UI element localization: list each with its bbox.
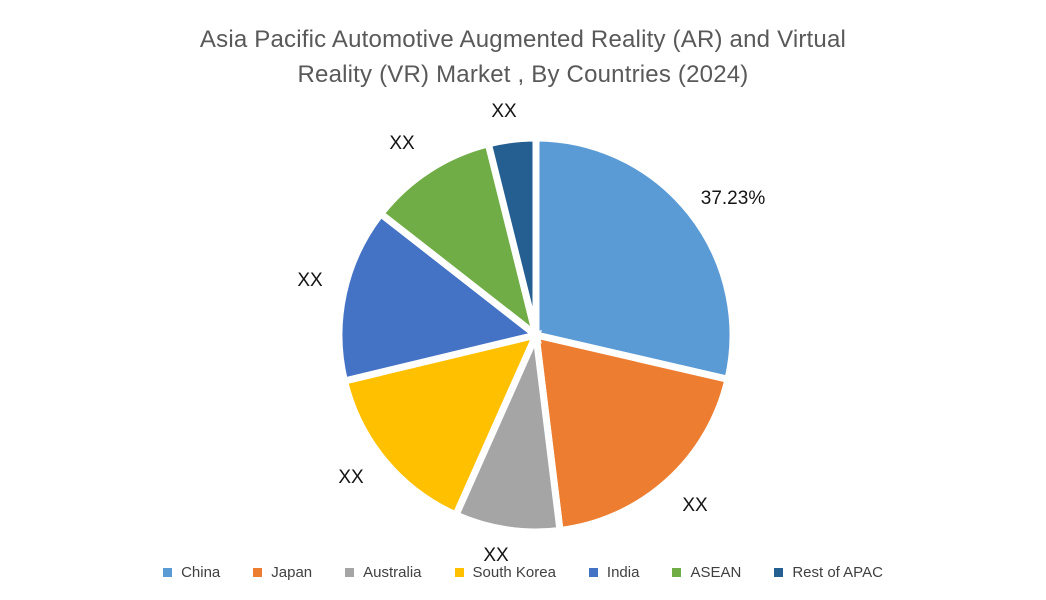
legend-swatch-australia <box>345 568 355 577</box>
legend-item-asean: ASEAN <box>672 564 741 581</box>
legend-item-japan: Japan <box>253 564 312 581</box>
legend-label-rest-of-apac: Rest of APAC <box>792 564 883 581</box>
legend-swatch-india <box>588 568 598 577</box>
legend-item-australia: Australia <box>345 564 422 581</box>
legend-label-south-korea: South Korea <box>472 564 556 581</box>
chart-title-line-2: Reality (VR) Market , By Countries (2024… <box>297 61 749 88</box>
legend-label-china: China <box>181 564 221 581</box>
legend-item-south-korea: South Korea <box>454 564 556 581</box>
legend-item-india: India <box>588 564 640 581</box>
legend-swatch-south-korea <box>454 568 464 577</box>
legend: China Japan Australia South Korea India ASEAN… <box>0 564 1046 581</box>
chart-title-line-1: Asia Pacific Automotive Augmented Realit… <box>199 26 847 53</box>
pie-slice-japan <box>531 330 733 535</box>
legend-item-china: China <box>163 564 220 581</box>
legend-label-japan: Japan <box>271 564 313 581</box>
pie-slice-rest-of-apac <box>484 134 540 336</box>
legend-swatch-rest-of-apac <box>774 568 784 577</box>
legend-swatch-japan <box>253 568 263 577</box>
legend-label-india: India <box>606 564 640 581</box>
pie-slice-india <box>335 208 544 386</box>
legend-label-australia: Australia <box>363 564 422 581</box>
pie-slice-south-korea <box>340 329 543 520</box>
legend-swatch-china <box>163 568 173 577</box>
legend-item-rest-of-apac: Rest of APAC <box>774 564 883 581</box>
pie-slice-australia <box>451 322 564 536</box>
chart-title: Asia Pacific Automotive Augmented Realit… <box>0 22 1046 92</box>
legend-swatch-asean <box>672 568 682 577</box>
pie-slice-china <box>532 134 737 384</box>
legend-label-asean: ASEAN <box>690 564 742 581</box>
